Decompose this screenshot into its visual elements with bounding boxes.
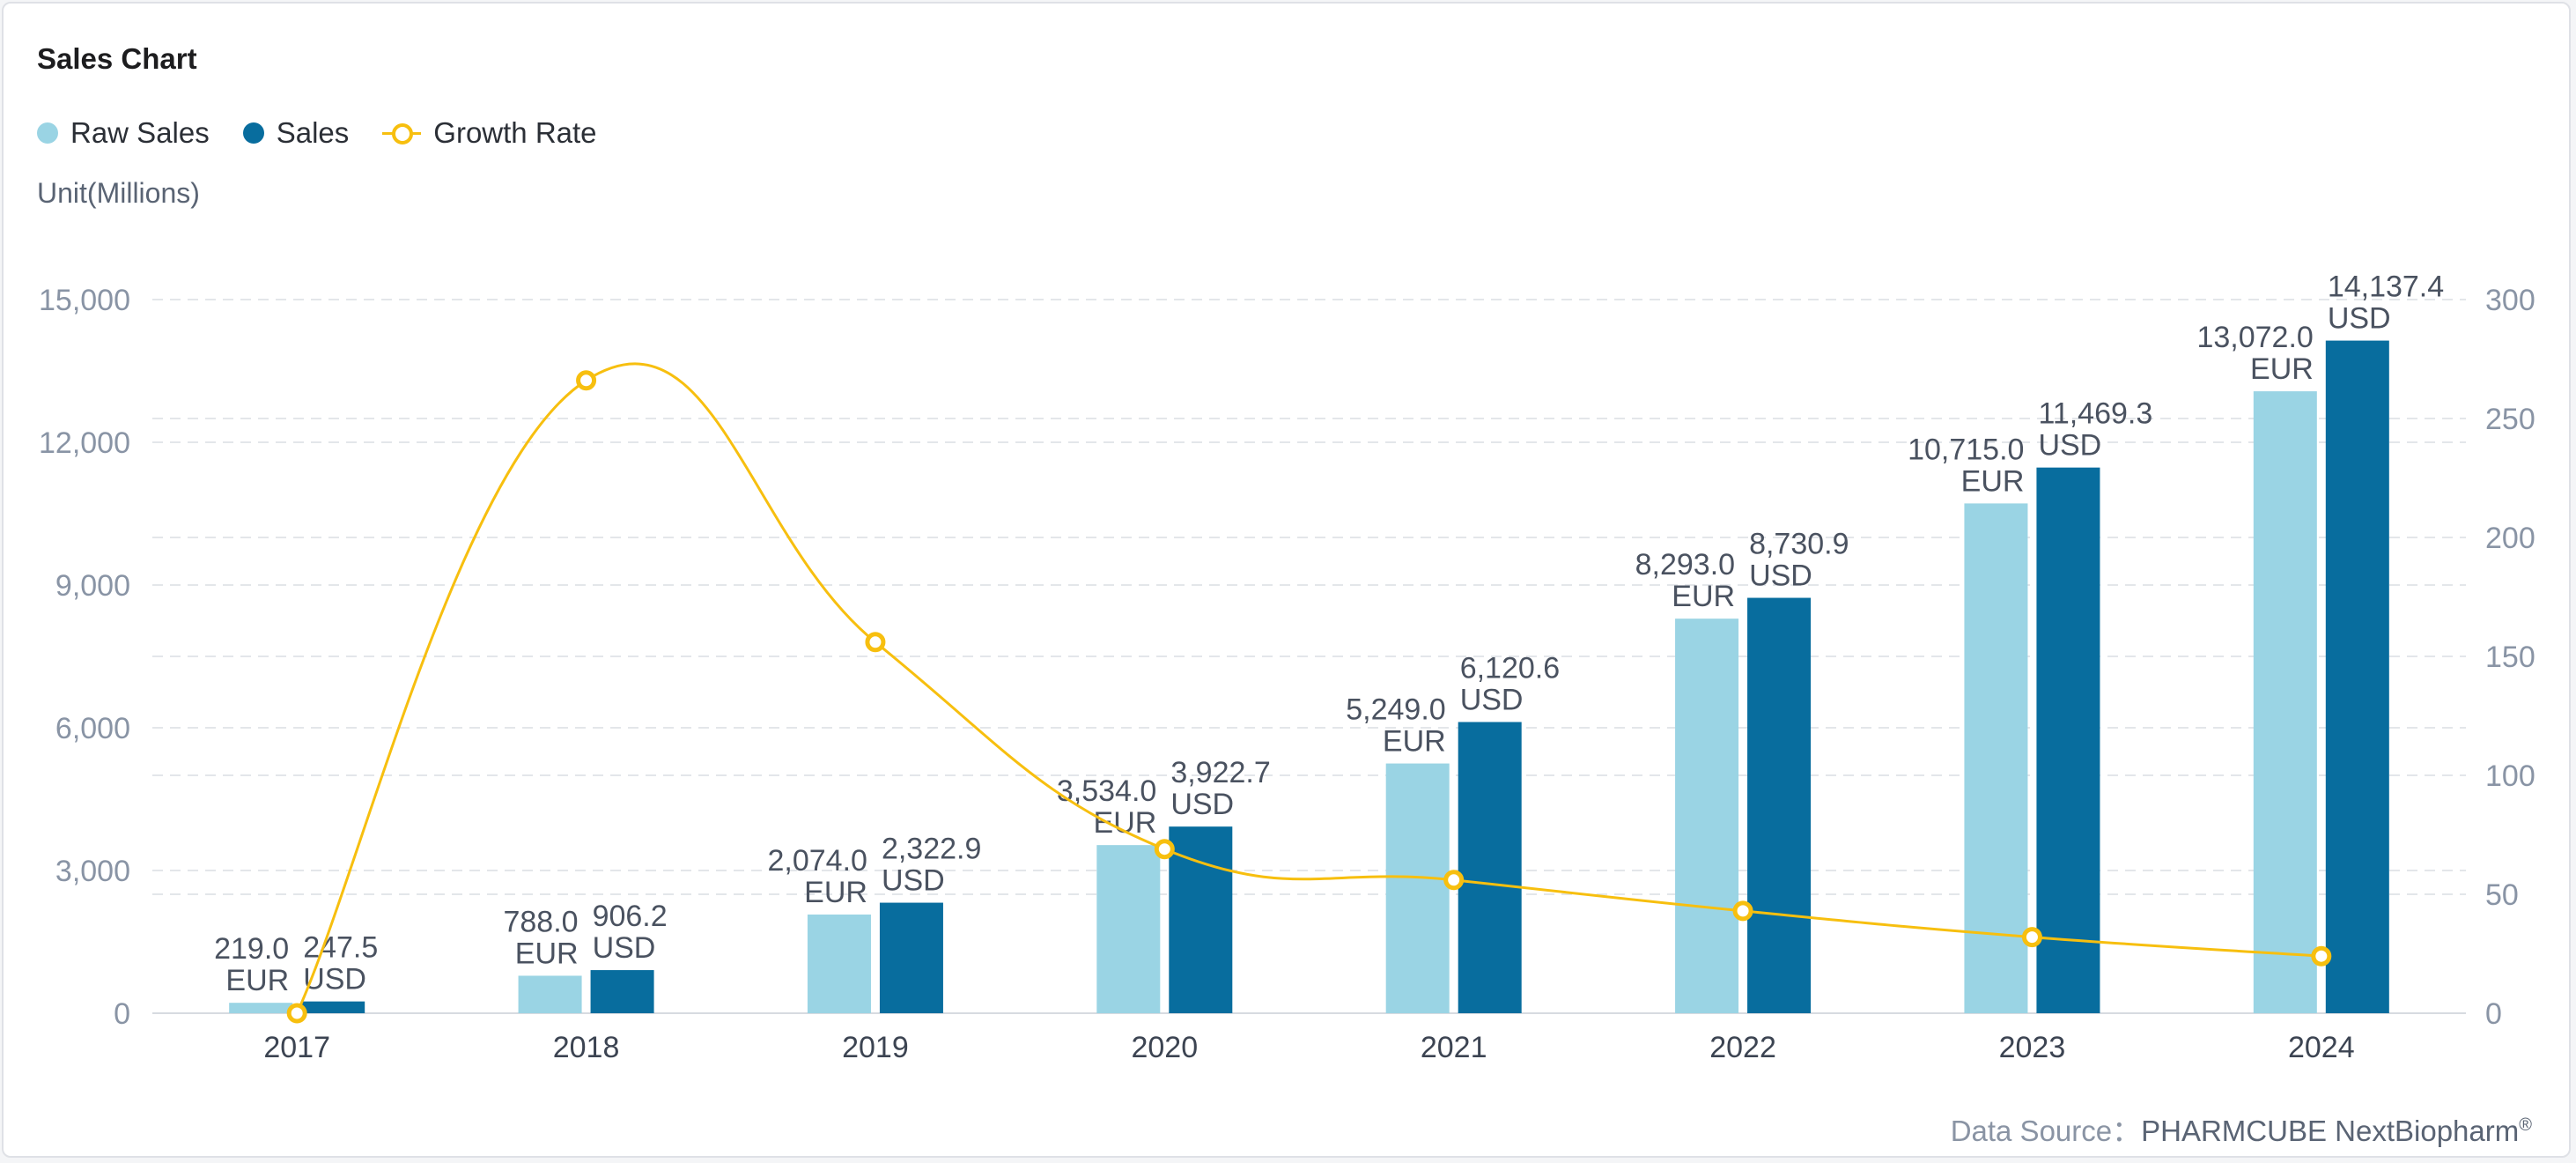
data-label-currency-usd: USD	[1460, 683, 1524, 716]
data-label-currency-usd: USD	[1749, 559, 1812, 593]
legend-item-raw-sales[interactable]: Raw Sales	[37, 116, 210, 150]
data-label-sales: 247.5	[303, 931, 378, 965]
x-tick-label: 2020	[1131, 1031, 1198, 1064]
bar-raw-sales	[807, 915, 871, 1013]
data-label-currency-usd: USD	[2328, 302, 2391, 336]
y-right-tick-label: 300	[2485, 284, 2535, 317]
x-tick-label: 2019	[842, 1031, 909, 1064]
data-label-currency-usd: USD	[593, 931, 656, 965]
legend-item-sales[interactable]: Sales	[242, 116, 350, 150]
data-label-sales: 14,137.4	[2328, 270, 2444, 304]
y-right-tick-label: 200	[2485, 522, 2535, 555]
data-label-sales: 2,322.9	[882, 833, 981, 866]
x-tick-label: 2024	[2288, 1031, 2355, 1064]
bar-sales	[1747, 597, 1812, 1013]
growth-rate-point	[865, 632, 886, 653]
y-left-tick-label: 12,000	[39, 426, 130, 460]
y-right-tick-label: 150	[2485, 641, 2535, 674]
unit-label: Unit(Millions)	[37, 177, 200, 209]
bar-sales	[2036, 467, 2100, 1013]
x-tick-label: 2017	[263, 1031, 330, 1064]
legend-marker-sales	[242, 122, 264, 144]
bar-raw-sales	[229, 1003, 293, 1013]
data-label-sales: 3,922.7	[1170, 756, 1270, 789]
y-right-tick-label: 0	[2485, 997, 2502, 1031]
data-label-currency-eur: EUR	[225, 964, 289, 997]
bar-sales	[879, 902, 943, 1013]
legend-label-sales: Sales	[276, 116, 350, 149]
data-label-sales: 8,730.9	[1749, 528, 1849, 561]
data-label-currency-eur: EUR	[1672, 580, 1735, 613]
data-label-currency-usd: USD	[2038, 429, 2101, 463]
data-label-currency-eur: EUR	[804, 876, 867, 909]
legend-item-growth-rate[interactable]: Growth Rate	[382, 116, 597, 150]
data-label-sales: 906.2	[593, 900, 668, 933]
data-label-currency-usd: USD	[303, 963, 366, 996]
data-label-currency-eur: EUR	[1961, 464, 2025, 498]
bar-sales	[2325, 340, 2389, 1013]
registered-mark: ®	[2519, 1115, 2532, 1135]
y-left-tick-label: 6,000	[55, 712, 130, 745]
bar-sales	[301, 1001, 365, 1013]
legend-label-raw-sales: Raw Sales	[70, 116, 210, 149]
data-source: Data Source：PHARMCUBE NextBiopharm®	[1951, 1107, 2532, 1150]
x-tick-label: 2023	[1999, 1031, 2066, 1064]
growth-rate-point	[286, 1003, 307, 1024]
bar-sales	[1458, 722, 1522, 1013]
y-right-tick-label: 100	[2485, 759, 2535, 793]
data-label-currency-usd: USD	[882, 864, 945, 898]
y-left-tick-label: 15,000	[39, 284, 130, 317]
y-right-tick-label: 50	[2485, 878, 2519, 912]
data-label-raw-sales: 2,074.0	[767, 844, 867, 878]
data-label-currency-eur: EUR	[1094, 806, 1157, 840]
chart-title: Sales Chart	[37, 42, 197, 75]
data-label-currency-eur: EUR	[1383, 725, 1446, 759]
legend-label-growth-rate: Growth Rate	[433, 116, 597, 149]
legend-marker-raw-sales	[37, 122, 58, 144]
data-label-raw-sales: 13,072.0	[2196, 321, 2313, 354]
bar-raw-sales	[1675, 619, 1739, 1013]
data-label-raw-sales: 219.0	[214, 932, 289, 966]
data-label-raw-sales: 788.0	[503, 905, 578, 938]
y-left-tick-label: 0	[114, 997, 130, 1031]
growth-rate-point	[1443, 870, 1465, 891]
x-tick-label: 2018	[553, 1031, 620, 1064]
bar-raw-sales	[1385, 763, 1450, 1013]
growth-rate-point	[2021, 927, 2042, 948]
data-label-sales: 11,469.3	[2038, 397, 2152, 431]
data-label-currency-usd: USD	[1170, 788, 1234, 821]
y-left-tick-label: 9,000	[55, 569, 130, 603]
data-label-raw-sales: 8,293.0	[1635, 548, 1735, 582]
data-source-label: Data Source：	[1950, 1115, 2142, 1147]
data-label-raw-sales: 5,249.0	[1346, 693, 1445, 727]
bar-raw-sales	[2253, 391, 2317, 1013]
bar-sales	[590, 970, 654, 1013]
y-left-tick-label: 3,000	[55, 855, 130, 888]
growth-rate-point	[2311, 945, 2332, 967]
bar-raw-sales	[518, 975, 582, 1013]
data-label-currency-eur: EUR	[515, 937, 579, 970]
y-right-tick-label: 250	[2485, 403, 2535, 436]
bar-sales	[1169, 826, 1233, 1013]
chart-legend: Raw Sales Sales Growth Rate	[37, 116, 631, 150]
data-label-currency-eur: EUR	[2250, 352, 2314, 386]
x-tick-label: 2021	[1421, 1031, 1487, 1064]
growth-rate-point	[1154, 839, 1175, 860]
x-tick-label: 2022	[1709, 1031, 1776, 1064]
data-source-value: PHARMCUBE NextBiopharm	[2141, 1115, 2520, 1147]
bar-raw-sales	[1096, 845, 1161, 1013]
growth-rate-point	[576, 370, 597, 391]
legend-marker-growth-rate	[382, 122, 422, 144]
bar-raw-sales	[1964, 503, 2028, 1013]
growth-rate-point	[1732, 900, 1753, 922]
data-label-sales: 6,120.6	[1460, 651, 1560, 685]
data-label-raw-sales: 10,715.0	[1908, 433, 2024, 466]
